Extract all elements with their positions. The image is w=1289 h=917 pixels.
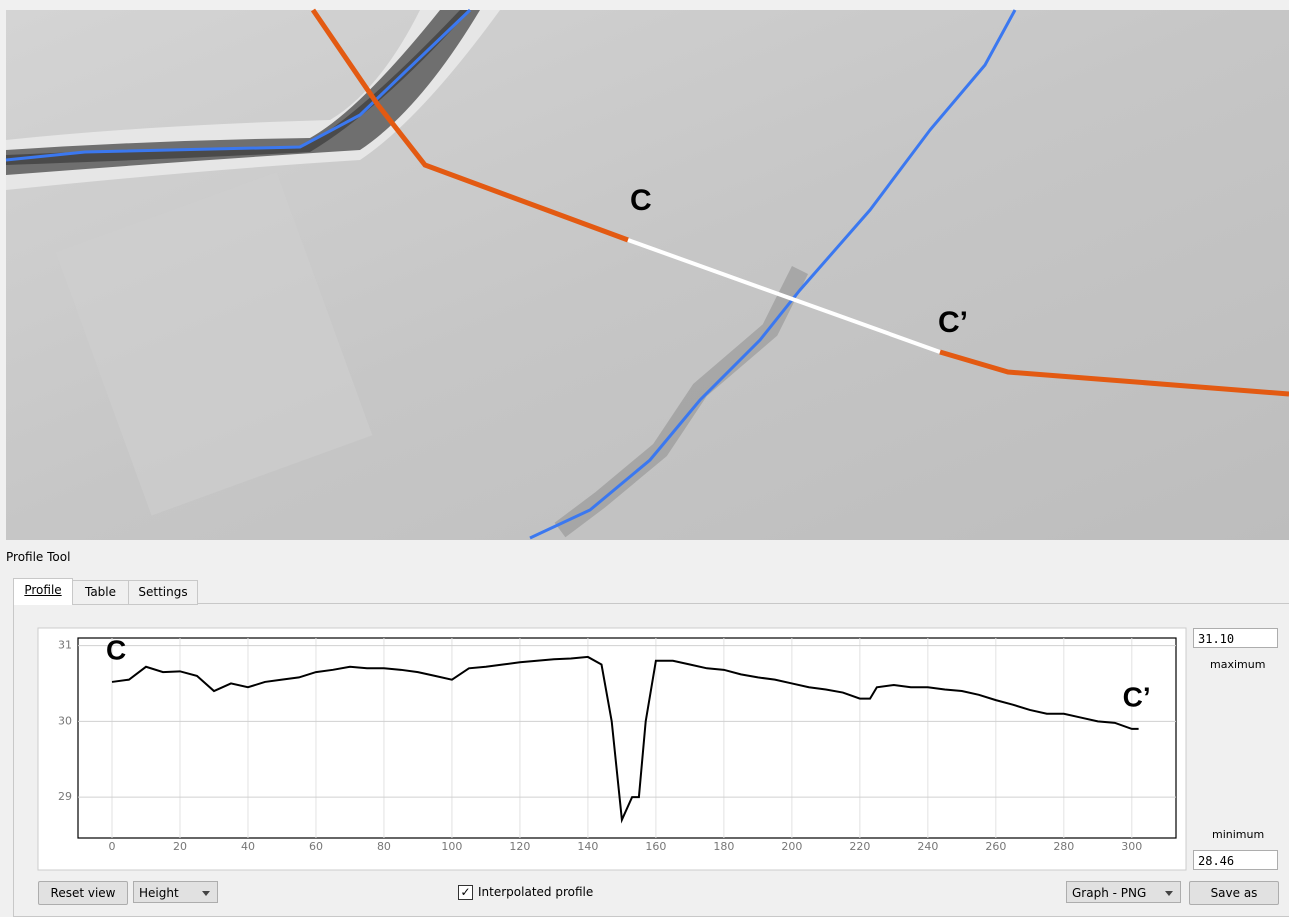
map-canvas[interactable]: C C’ xyxy=(0,0,1289,545)
tab[interactable]: Profile xyxy=(13,578,73,605)
page: {"map": {"labels": ["C", "C’"]}, "panel"… xyxy=(0,0,1289,915)
x-tick-label: 260 xyxy=(985,840,1006,853)
maximum-spinbox[interactable]: 31.10 xyxy=(1193,628,1278,648)
panel-title: Profile Tool xyxy=(6,550,70,564)
x-tick-label: 160 xyxy=(645,840,666,853)
y-tick-label: 30 xyxy=(58,714,72,727)
x-tick-label: 100 xyxy=(441,840,462,853)
x-tick-label: 60 xyxy=(309,840,323,853)
x-tick-label: 140 xyxy=(577,840,598,853)
checkbox-label[interactable]: Interpolated profile xyxy=(478,885,593,899)
tab[interactable]: Table xyxy=(72,580,129,605)
annotation: C xyxy=(106,634,126,665)
x-tick-label: 120 xyxy=(509,840,530,853)
x-tick-label: 200 xyxy=(781,840,802,853)
x-tick-label: 20 xyxy=(173,840,187,853)
minimum-label: minimum xyxy=(1212,828,1264,841)
map-label: C xyxy=(630,184,652,217)
mode-combo[interactable]: Height xyxy=(133,881,218,903)
x-tick-label: 300 xyxy=(1121,840,1142,853)
checkbox[interactable]: ✓ xyxy=(458,885,473,900)
x-tick-label: 220 xyxy=(849,840,870,853)
x-tick-label: 40 xyxy=(241,840,255,853)
x-tick-label: 0 xyxy=(108,840,115,853)
x-tick-label: 180 xyxy=(713,840,734,853)
y-tick-label: 31 xyxy=(58,639,72,652)
annotation: C’ xyxy=(1123,681,1151,712)
save-button[interactable]: Save as xyxy=(1189,881,1279,905)
maximum-label: maximum xyxy=(1210,658,1265,671)
map-label: C’ xyxy=(938,306,968,339)
export-combo[interactable]: Graph - PNG xyxy=(1066,881,1181,903)
x-tick-label: 80 xyxy=(377,840,391,853)
reset-button[interactable]: Reset view xyxy=(38,881,128,905)
x-tick-label: 280 xyxy=(1053,840,1074,853)
y-tick-label: 29 xyxy=(58,790,72,803)
x-tick-label: 240 xyxy=(917,840,938,853)
minimum-spinbox[interactable]: 28.46 xyxy=(1193,850,1278,870)
tab[interactable]: Settings xyxy=(128,580,198,605)
profile-chart: 0 20 40 60 80 100 120 140 160 180 200 220 240 260 280 3… xyxy=(30,624,1190,874)
